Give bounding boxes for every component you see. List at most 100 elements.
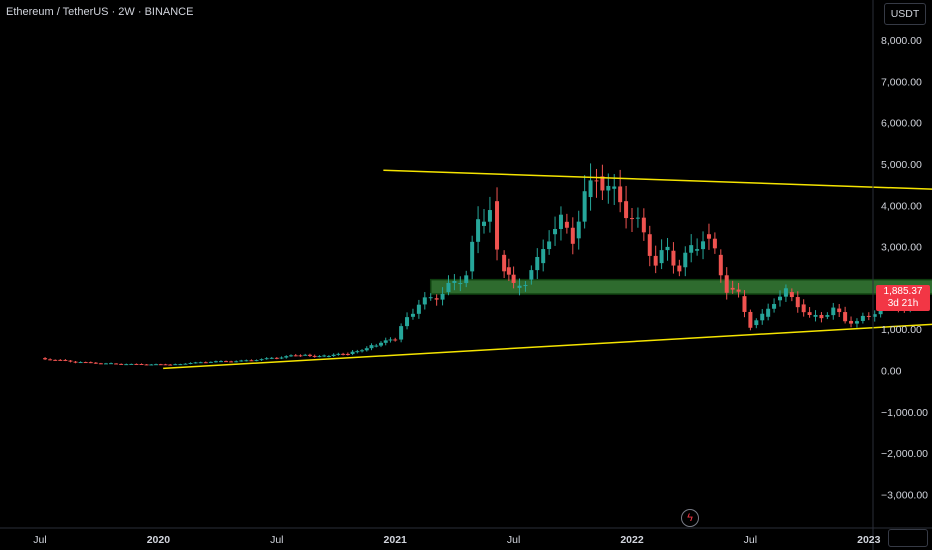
- candle-body: [600, 176, 605, 191]
- candle-body: [541, 249, 546, 264]
- candle-body: [558, 214, 563, 229]
- candle-body: [482, 221, 486, 226]
- candle-body: [849, 320, 854, 324]
- candle-body: [193, 362, 198, 364]
- candle-body: [53, 359, 58, 361]
- candle-body: [341, 353, 346, 355]
- candle-body: [289, 355, 294, 357]
- currency-button[interactable]: USDT: [884, 3, 926, 25]
- candle-body: [203, 362, 208, 364]
- candle-body: [393, 339, 398, 341]
- candle-body: [158, 364, 163, 366]
- candle-body: [653, 255, 658, 266]
- candle-body: [383, 340, 388, 343]
- candle-body: [523, 285, 528, 287]
- candle-body: [440, 293, 445, 300]
- candle-body: [405, 317, 410, 327]
- candle-body: [860, 315, 865, 321]
- candle-body: [718, 254, 723, 276]
- x-tick-label: 2022: [620, 534, 644, 546]
- candle-body: [458, 283, 463, 285]
- candle-body: [284, 356, 289, 358]
- x-tick-label: Jul: [744, 534, 757, 546]
- candles: [43, 163, 932, 366]
- candle-body: [249, 360, 254, 362]
- candle-body: [124, 364, 129, 366]
- candle-body: [312, 355, 317, 357]
- symbol-title: Ethereum / TetherUS · 2W · BINANCE: [6, 6, 194, 18]
- candle-body: [778, 296, 782, 301]
- candle-body: [244, 360, 249, 362]
- candle-body: [259, 359, 264, 361]
- candle-body: [103, 363, 108, 365]
- time-axis[interactable]: Jul2020Jul2021Jul2022Jul2023Jul2024Jul20…: [33, 534, 932, 546]
- candle-body: [188, 362, 193, 364]
- candle-body: [364, 348, 369, 351]
- candle-body: [355, 351, 360, 353]
- candle-body: [229, 361, 234, 363]
- candle-body: [43, 358, 48, 360]
- candle-body: [88, 362, 93, 364]
- candle-body: [795, 297, 800, 308]
- candle-body: [307, 354, 312, 356]
- candle-body: [630, 218, 634, 220]
- candle-body: [93, 362, 98, 364]
- candle-body: [144, 364, 149, 366]
- candle-body: [336, 353, 341, 355]
- candle-body: [68, 360, 73, 362]
- candle-body: [789, 292, 794, 298]
- candle-body: [801, 304, 806, 313]
- candle-body: [303, 354, 308, 356]
- candle-body: [434, 298, 439, 300]
- lower-trendline: [163, 323, 932, 370]
- candle-body: [487, 210, 492, 222]
- y-tick-label: 5,000.00: [881, 159, 922, 171]
- candle-body: [517, 285, 522, 288]
- candle-body: [854, 321, 859, 324]
- candle-body: [360, 350, 365, 352]
- candle-body: [837, 308, 842, 313]
- candle-body: [254, 360, 259, 362]
- candle-body: [119, 363, 124, 365]
- candle-body: [689, 245, 694, 253]
- candle-body: [83, 362, 88, 364]
- candle-body: [326, 356, 331, 358]
- candle-body: [350, 351, 355, 354]
- candle-body: [807, 312, 812, 315]
- candle-body: [109, 363, 114, 365]
- candle-body: [843, 312, 848, 322]
- y-tick-label: 1,000.00: [881, 324, 922, 336]
- x-tick-label: 2020: [147, 534, 171, 546]
- candle-body: [293, 355, 298, 357]
- candle-body: [659, 250, 664, 264]
- y-tick-label: −1,000.00: [881, 407, 928, 419]
- candle-body: [683, 252, 688, 268]
- lightning-bolt-icon[interactable]: ϟ: [681, 509, 699, 527]
- candle-body: [502, 254, 507, 272]
- candle-body: [173, 364, 178, 366]
- axis-settings-button[interactable]: [888, 529, 928, 547]
- candle-body: [872, 314, 877, 317]
- candle-body: [618, 186, 623, 203]
- candle-body: [470, 241, 475, 272]
- candle-body: [322, 355, 327, 357]
- candle-body: [464, 275, 469, 284]
- candle-body: [388, 339, 393, 341]
- candle-body: [154, 364, 159, 366]
- candle-body: [114, 363, 119, 365]
- candle-body: [754, 320, 759, 326]
- candle-body: [506, 267, 511, 275]
- candle-body: [208, 361, 213, 363]
- candle-body: [317, 356, 322, 358]
- candle-body: [149, 364, 154, 366]
- candle-body: [606, 185, 611, 191]
- candle-body: [58, 359, 63, 361]
- candle-body: [576, 221, 581, 239]
- price-axis[interactable]: 8,000.00 7,000.00 6,000.00 5,000.00 4,000.00…: [881, 35, 928, 501]
- candle-body: [582, 191, 587, 222]
- candle-body: [760, 313, 765, 321]
- candle-body: [183, 363, 188, 365]
- candle-body: [695, 249, 700, 251]
- candle-body: [369, 345, 374, 349]
